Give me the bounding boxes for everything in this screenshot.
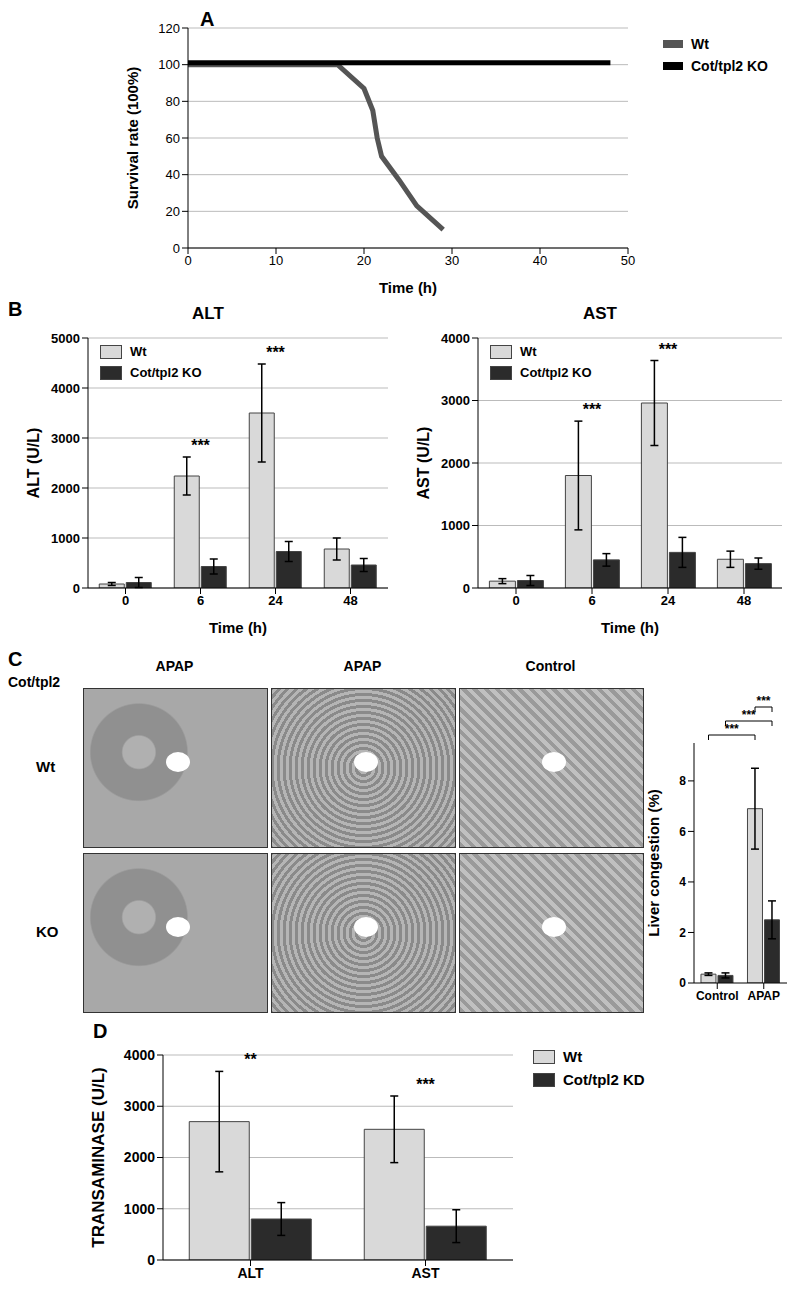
svg-text:0: 0 [512, 593, 519, 608]
html-text:APAP: APAP [155, 658, 194, 674]
html-text:Wt: Wt [36, 758, 56, 775]
svg-text:2000: 2000 [51, 481, 80, 496]
svg-text:AST (U/L): AST (U/L) [415, 427, 432, 500]
svg-text:120: 120 [158, 21, 180, 36]
svg-text:ALT: ALT [237, 1265, 264, 1281]
svg-text:48: 48 [737, 593, 751, 608]
svg-text:3000: 3000 [51, 431, 80, 446]
svg-text:***: *** [583, 401, 602, 418]
svg-text:40: 40 [533, 253, 547, 268]
svg-text:6: 6 [197, 593, 204, 608]
svg-text:4000: 4000 [51, 381, 80, 396]
html-text:Cot/tpl2 KO: Cot/tpl2 KO [691, 58, 768, 74]
svg-text:0: 0 [463, 581, 470, 596]
svg-text:2000: 2000 [441, 456, 470, 471]
svg-text:50: 50 [621, 253, 635, 268]
html-text:Wt: Wt [520, 344, 537, 359]
svg-text:**: ** [244, 1051, 257, 1068]
svg-text:ALT (U/L): ALT (U/L) [25, 428, 42, 499]
svg-text:4000: 4000 [441, 331, 470, 346]
svg-text:24: 24 [661, 593, 676, 608]
svg-text:24: 24 [268, 593, 283, 608]
svg-text:AST: AST [412, 1265, 440, 1281]
svg-text:***: *** [191, 437, 210, 454]
svg-text:3000: 3000 [124, 1098, 155, 1114]
html-text:Cot/tpl2 KD: Cot/tpl2 KD [563, 1071, 645, 1088]
svg-text:6: 6 [679, 825, 686, 839]
html-text:ALT: ALT [192, 304, 224, 323]
svg-text:Time (h): Time (h) [601, 619, 659, 636]
svg-text:0: 0 [122, 593, 129, 608]
svg-text:40: 40 [166, 167, 180, 182]
svg-text:0: 0 [73, 581, 80, 596]
svg-text:0: 0 [173, 241, 180, 256]
svg-text:***: *** [725, 722, 739, 736]
svg-text:80: 80 [166, 94, 180, 109]
svg-text:0: 0 [147, 1252, 155, 1268]
svg-text:1000: 1000 [441, 518, 470, 533]
svg-text:30: 30 [445, 253, 459, 268]
html-text:C: C [8, 648, 23, 670]
html-text:KO: KO [36, 923, 59, 940]
svg-text:20: 20 [357, 253, 371, 268]
svg-text:***: *** [756, 694, 770, 708]
svg-text:60: 60 [166, 131, 180, 146]
html-text:Wt: Wt [691, 36, 709, 52]
html-text:Cot/tpl2 KO: Cot/tpl2 KO [130, 365, 202, 380]
svg-text:APAP: APAP [748, 989, 780, 1003]
svg-text:Liver congestion (%): Liver congestion (%) [645, 789, 662, 937]
svg-text:2: 2 [679, 926, 686, 940]
html-text:Cot/tpl2: Cot/tpl2 [8, 674, 61, 690]
svg-text:Control: Control [696, 989, 739, 1003]
svg-text:***: *** [742, 708, 756, 722]
html-text:Cot/tpl2 KO: Cot/tpl2 KO [520, 365, 592, 380]
svg-text:1000: 1000 [124, 1201, 155, 1217]
html-text:Wt: Wt [563, 1048, 583, 1065]
html-text:Wt: Wt [130, 344, 147, 359]
svg-text:TRANSAMINASE (U/L): TRANSAMINASE (U/L) [89, 1067, 108, 1247]
html-text:AST: AST [583, 304, 617, 323]
svg-text:100: 100 [158, 57, 180, 72]
svg-text:***: *** [416, 1076, 435, 1093]
html-text:D: D [93, 1020, 108, 1042]
html-text:APAP: APAP [343, 658, 382, 674]
svg-text:4: 4 [679, 875, 686, 889]
svg-text:3000: 3000 [441, 393, 470, 408]
svg-text:1000: 1000 [51, 531, 80, 546]
svg-text:Time (h): Time (h) [379, 279, 437, 296]
svg-text:2000: 2000 [124, 1149, 155, 1165]
svg-text:8: 8 [679, 774, 686, 788]
svg-text:0: 0 [679, 976, 686, 990]
svg-text:6: 6 [588, 593, 595, 608]
svg-text:4000: 4000 [124, 1047, 155, 1063]
svg-text:***: *** [659, 341, 678, 358]
svg-text:***: *** [266, 344, 285, 361]
html-text:A: A [200, 8, 215, 30]
svg-text:20: 20 [166, 204, 180, 219]
svg-text:Survival rate (100%): Survival rate (100%) [124, 67, 141, 210]
html-text:B: B [8, 298, 23, 320]
svg-text:0: 0 [184, 253, 191, 268]
svg-text:10: 10 [269, 253, 283, 268]
svg-text:Time (h): Time (h) [209, 619, 267, 636]
svg-text:48: 48 [343, 593, 357, 608]
svg-text:5000: 5000 [51, 331, 80, 346]
html-text:Control: Control [525, 658, 576, 674]
